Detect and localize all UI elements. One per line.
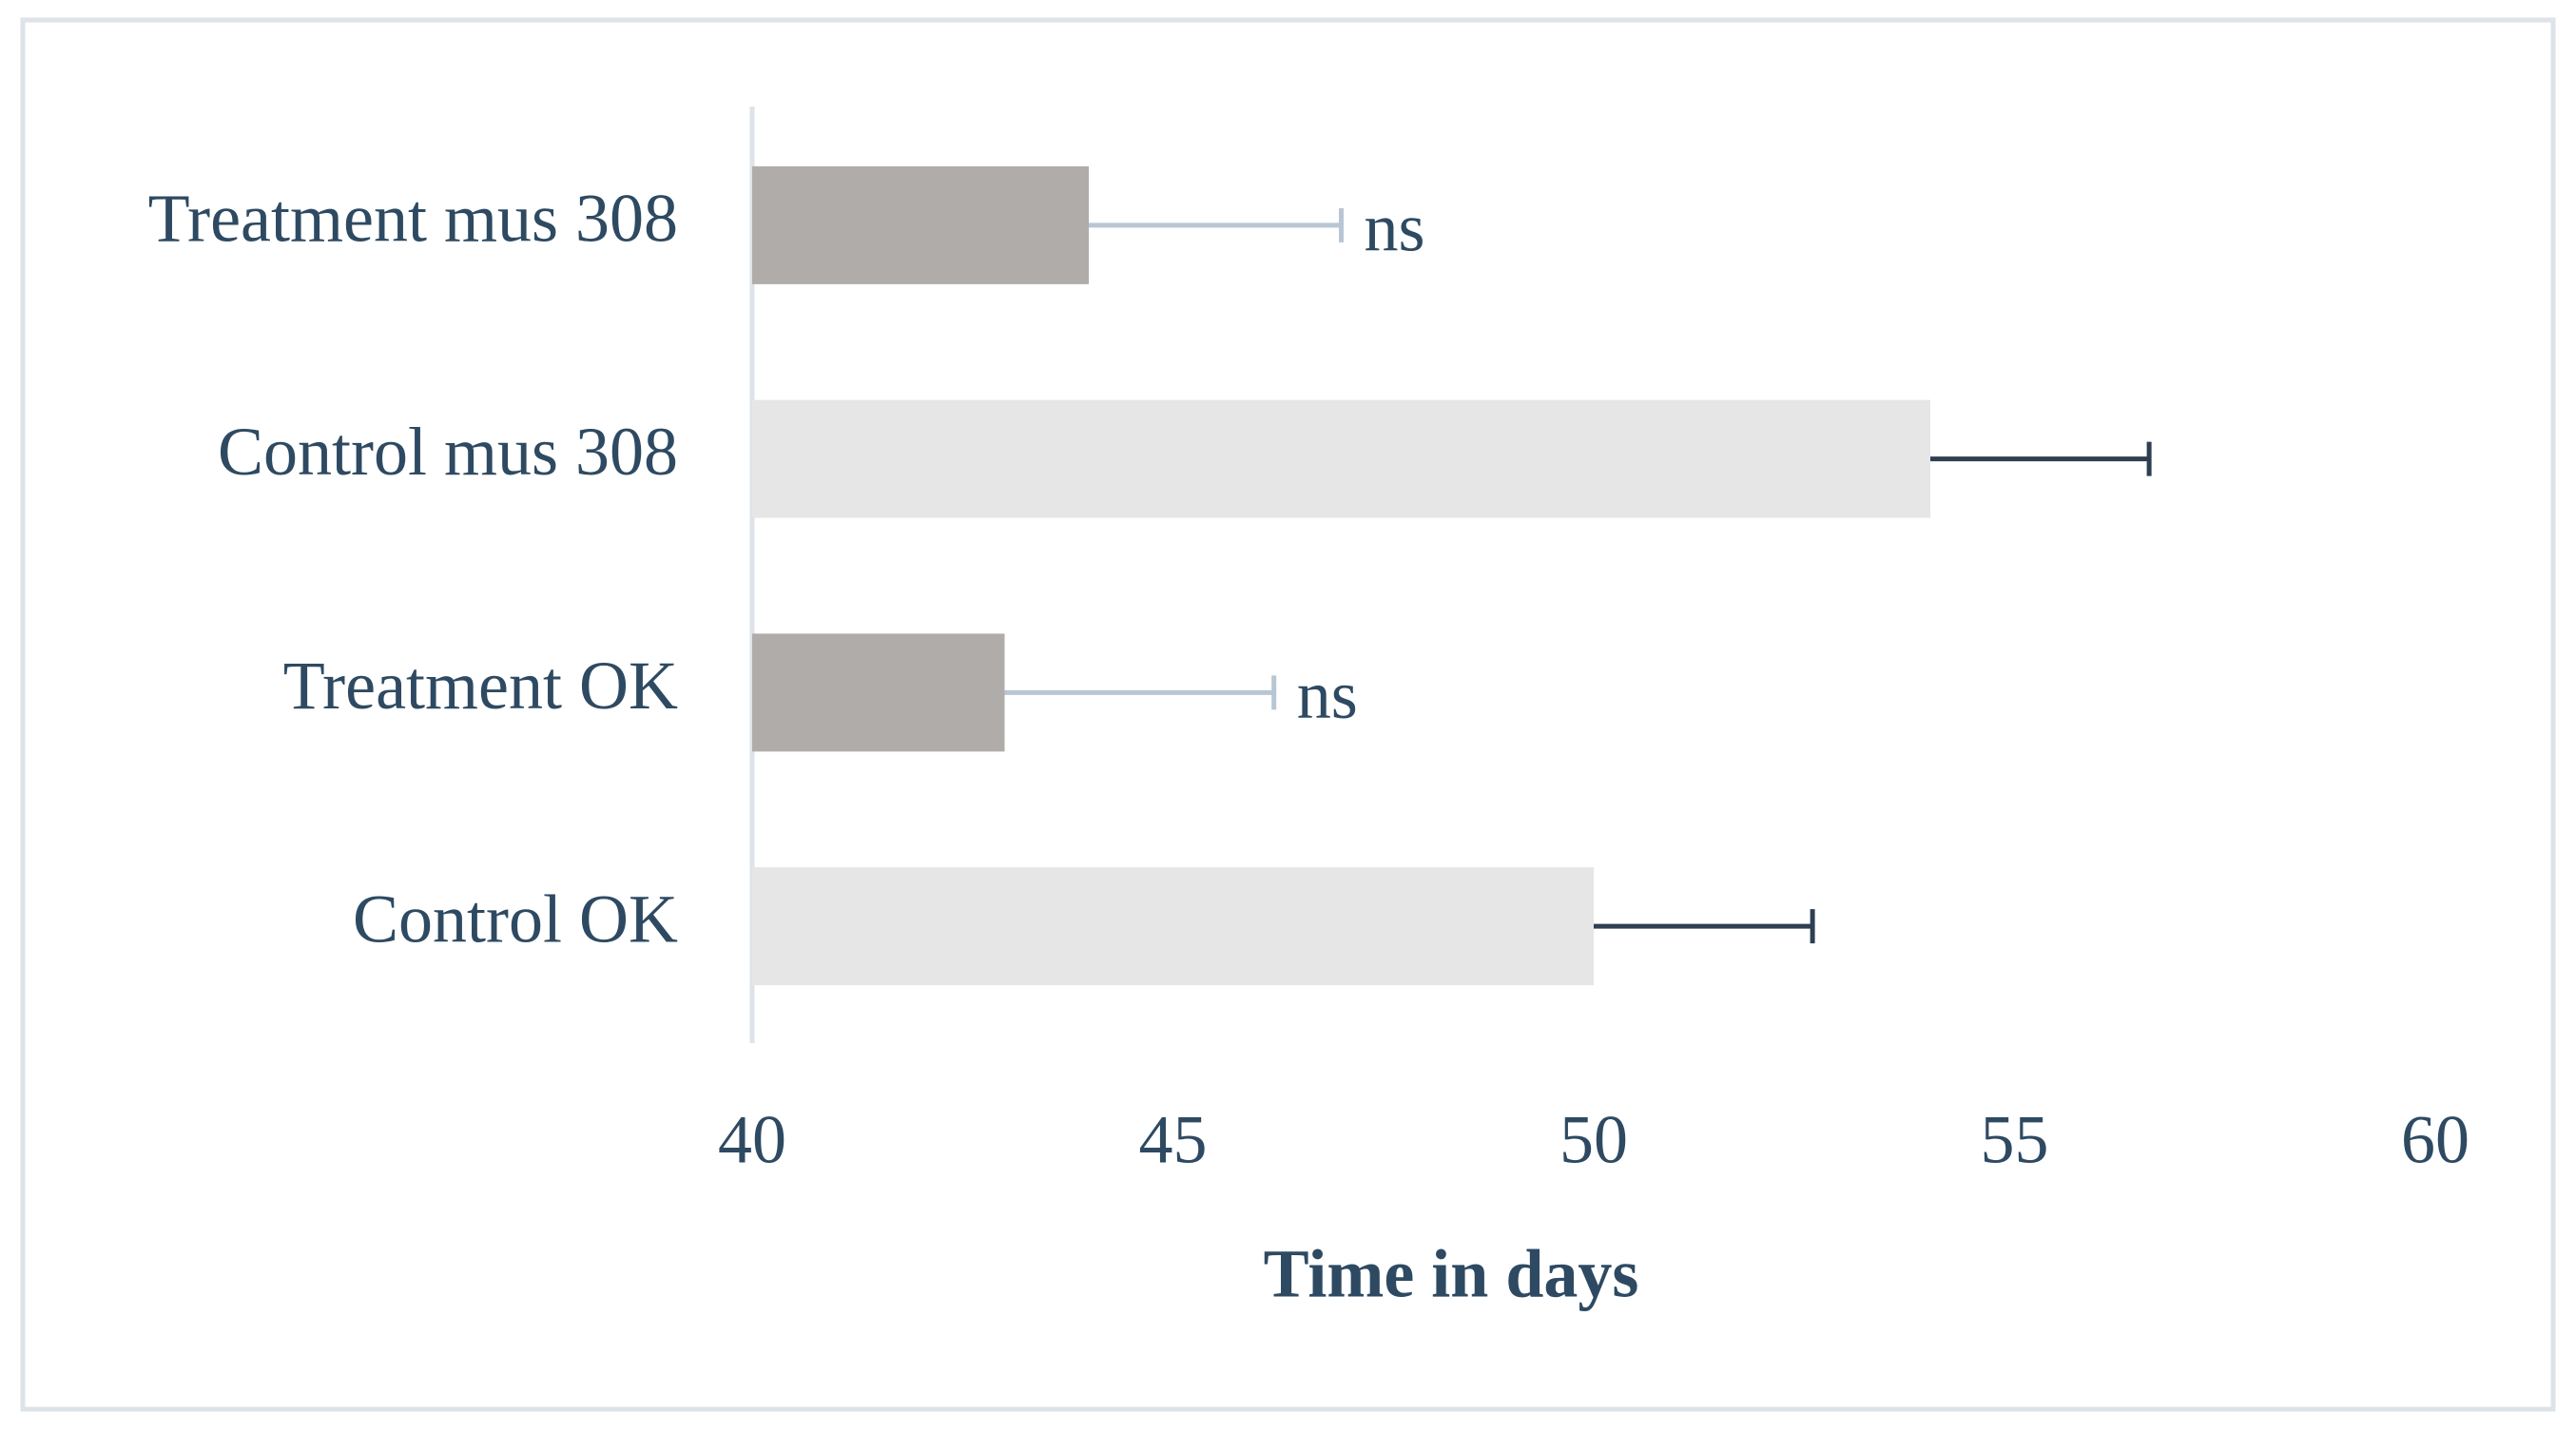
x-tick-label: 55 bbox=[1981, 1102, 2049, 1178]
x-tick-label: 40 bbox=[718, 1102, 786, 1178]
x-tick-label: 60 bbox=[2401, 1102, 2469, 1178]
annotation: ns bbox=[1297, 657, 1358, 733]
y-tick-label: Treatment mus 308 bbox=[148, 180, 678, 256]
frame bbox=[20, 17, 2556, 1412]
x-axis-title: Time in days bbox=[1264, 1236, 1639, 1312]
y-tick-label: Control OK bbox=[353, 881, 678, 958]
x-tick-label: 50 bbox=[1559, 1102, 1628, 1178]
x-tick-label: 45 bbox=[1139, 1102, 1208, 1178]
bar bbox=[752, 399, 1930, 518]
annotation: ns bbox=[1365, 189, 1425, 265]
bar bbox=[752, 633, 1005, 752]
y-tick-label: Treatment OK bbox=[283, 648, 678, 724]
bar bbox=[752, 165, 1089, 284]
y-tick-label: Control mus 308 bbox=[218, 414, 678, 490]
bar bbox=[752, 867, 1594, 986]
